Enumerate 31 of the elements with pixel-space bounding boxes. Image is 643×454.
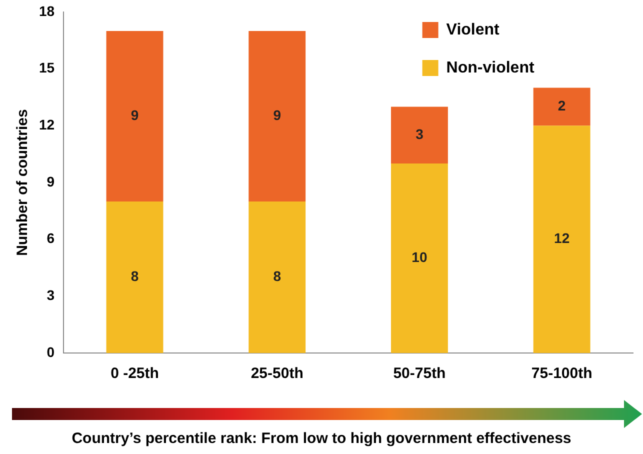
y-tick-label: 3 [46, 287, 55, 304]
data-label: 8 [273, 268, 282, 284]
y-tick-label: 18 [38, 2, 55, 19]
x-tick-label: 0 -25th [110, 365, 159, 382]
legend-label: Non-violent [446, 59, 535, 76]
y-tick-label: 12 [38, 116, 55, 133]
bar [248, 201, 306, 353]
x-axis-title: Country’s percentile rank: From low to high government effectiveness [70, 430, 572, 447]
bar [533, 126, 590, 353]
x-tick-label: 50-75th [393, 365, 446, 382]
data-label: 12 [554, 230, 570, 246]
x-tick-label: 75-100th [531, 365, 592, 382]
bar [106, 201, 164, 353]
y-tick-label: 9 [46, 173, 55, 190]
y-tick-label: 6 [46, 230, 55, 246]
x-tick-label: 25-50th [250, 365, 304, 382]
bar [533, 88, 590, 126]
data-label: 3 [416, 126, 424, 142]
bar [248, 30, 306, 202]
y-axis-title: Number of countries [14, 109, 32, 256]
y-tick-label: 15 [38, 60, 55, 76]
bar [106, 30, 164, 202]
y-tick-label: 0 [46, 344, 55, 360]
legend-label: Violent [446, 21, 500, 38]
data-label: 10 [412, 249, 428, 266]
data-label: 2 [558, 98, 566, 114]
bar [390, 164, 448, 353]
bar [390, 106, 448, 164]
data-label: 8 [130, 268, 139, 284]
data-label: 9 [130, 107, 139, 124]
data-label: 9 [273, 107, 282, 124]
